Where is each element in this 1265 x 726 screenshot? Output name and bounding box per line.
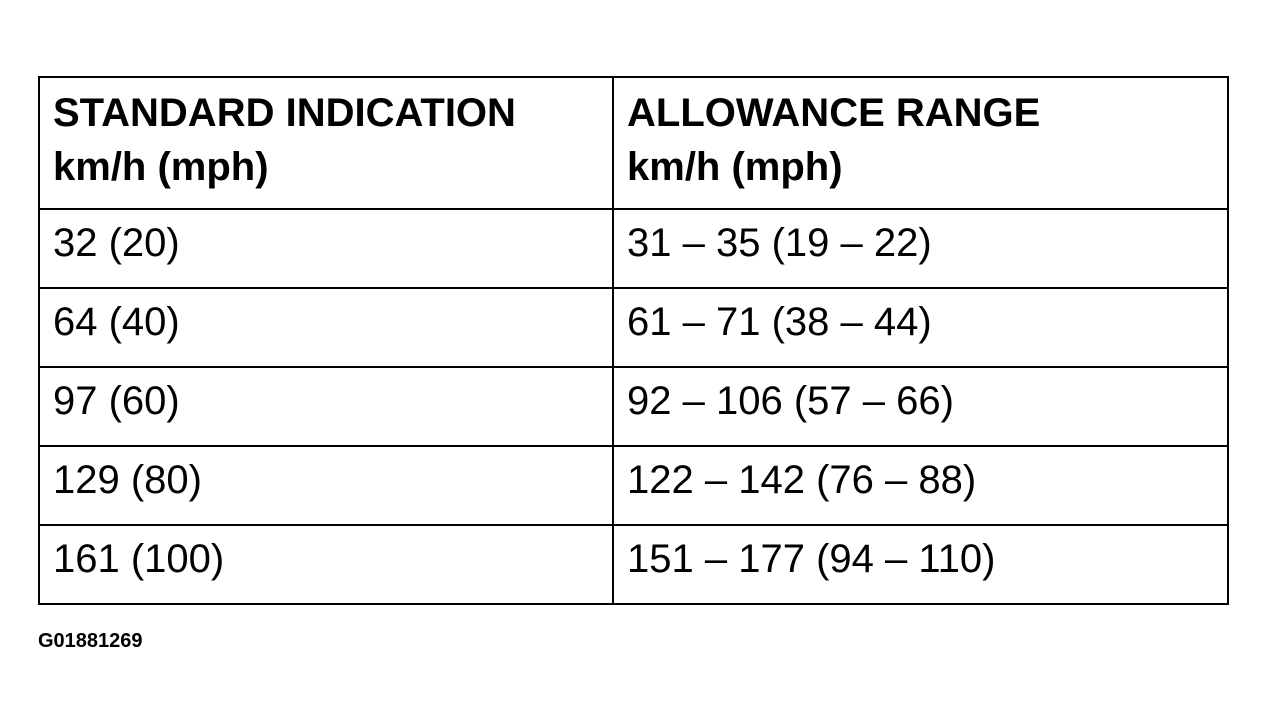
- table-row: 161 (100) 151 – 177 (94 – 110): [38, 524, 1229, 605]
- header-line: ALLOWANCE RANGE: [627, 91, 1041, 135]
- table-body: 32 (20) 31 – 35 (19 – 22) 64 (40) 61 – 71 (…: [38, 208, 1229, 605]
- table-cell: 122 – 142 (76 – 88): [612, 445, 1229, 526]
- table-row: 32 (20) 31 – 35 (19 – 22): [38, 208, 1229, 289]
- table-cell: 97 (60): [38, 366, 614, 447]
- header-line: km/h (mph): [53, 145, 269, 189]
- table-cell: 161 (100): [38, 524, 614, 605]
- table-header: STANDARD INDICATION km/h (mph) ALLOWANCE…: [38, 76, 1229, 210]
- table-cell: 32 (20): [38, 208, 614, 289]
- header-line: km/h (mph): [627, 145, 843, 189]
- table-row: 97 (60) 92 – 106 (57 – 66): [38, 366, 1229, 447]
- table-cell: 61 – 71 (38 – 44): [612, 287, 1229, 368]
- figure-code: G01881269: [38, 630, 143, 652]
- header-cell: STANDARD INDICATION km/h (mph): [38, 76, 614, 210]
- speed-table: STANDARD INDICATION km/h (mph) ALLOWANCE…: [38, 76, 1229, 605]
- table-row: 129 (80) 122 – 142 (76 – 88): [38, 445, 1229, 526]
- table-cell: 31 – 35 (19 – 22): [612, 208, 1229, 289]
- header-line: STANDARD INDICATION: [53, 91, 516, 135]
- table-row: 64 (40) 61 – 71 (38 – 44): [38, 287, 1229, 368]
- header-row: STANDARD INDICATION km/h (mph) ALLOWANCE…: [38, 76, 1229, 210]
- table-cell: 129 (80): [38, 445, 614, 526]
- table-cell: 151 – 177 (94 – 110): [612, 524, 1229, 605]
- table-cell: 92 – 106 (57 – 66): [612, 366, 1229, 447]
- header-cell: ALLOWANCE RANGE km/h (mph): [612, 76, 1229, 210]
- table-cell: 64 (40): [38, 287, 614, 368]
